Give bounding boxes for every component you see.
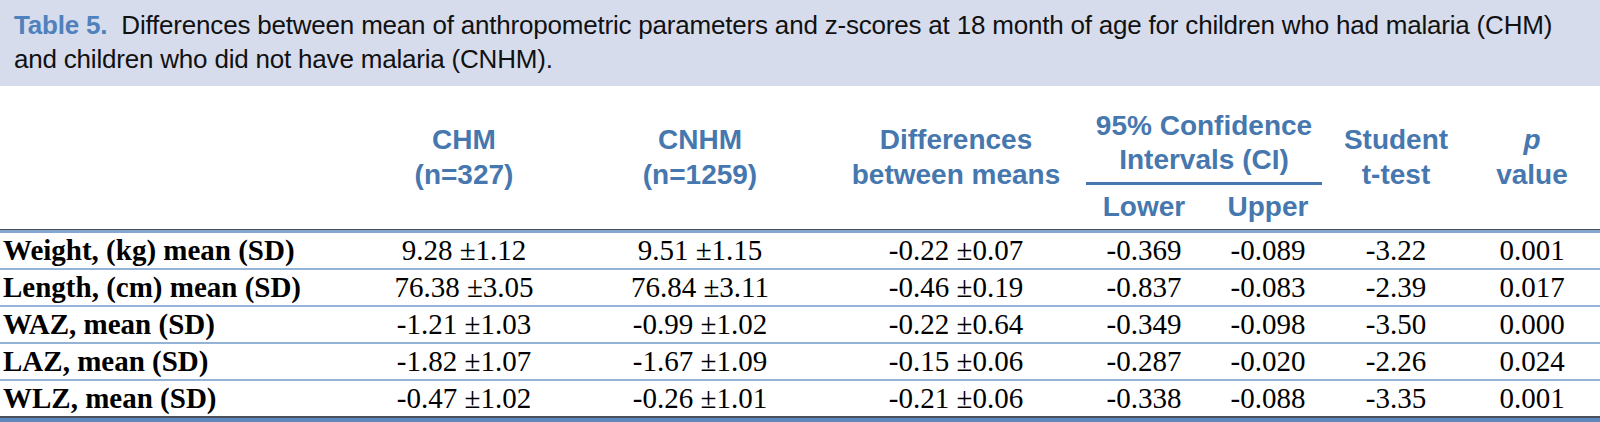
- ci-lower-value: -0.369: [1080, 230, 1208, 270]
- pvalue-value: 0.001: [1464, 230, 1600, 270]
- ci-lower-value: -0.837: [1080, 270, 1208, 307]
- chm-value: -0.47 ±1.02: [360, 381, 568, 418]
- ttest-value: -3.22: [1328, 230, 1464, 270]
- col-header-rowlabels: [0, 86, 360, 230]
- row-label: Length, (cm) mean (SD): [0, 270, 360, 307]
- table-row: LAZ, mean (SD)-1.82 ±1.07-1.67 ±1.09-0.1…: [0, 344, 1600, 381]
- table-row: Weight, (kg) mean (SD)9.28 ±1.129.51 ±1.…: [0, 230, 1600, 270]
- table-row: WLZ, mean (SD)-0.47 ±1.02-0.26 ±1.01-0.2…: [0, 381, 1600, 418]
- ttest-value: -2.39: [1328, 270, 1464, 307]
- chm-value: 9.28 ±1.12: [360, 230, 568, 270]
- diff-value: -0.22 ±0.07: [832, 230, 1080, 270]
- col-header-ci-lower: Lower: [1080, 185, 1208, 230]
- ci-group-underline: 95% Confidence Intervals (CI): [1086, 109, 1322, 185]
- col-header-ci-upper: Upper: [1208, 185, 1328, 230]
- table-row: WAZ, mean (SD)-1.21 ±1.03-0.99 ±1.02-0.2…: [0, 307, 1600, 344]
- pvalue-value: 0.001: [1464, 381, 1600, 418]
- ci-upper-value: -0.083: [1208, 270, 1328, 307]
- ci-lower-value: -0.338: [1080, 381, 1208, 418]
- row-label: WLZ, mean (SD): [0, 381, 360, 418]
- anthropometry-table: CHM (n=327) CNHM (n=1259) Differences be…: [0, 86, 1600, 422]
- cnhm-value: 76.84 ±3.11: [568, 270, 832, 307]
- header-row-main: CHM (n=327) CNHM (n=1259) Differences be…: [0, 86, 1600, 185]
- col-header-cnhm: CNHM (n=1259): [568, 86, 832, 230]
- col-header-differences: Differences between means: [832, 86, 1080, 230]
- cnhm-value: -0.99 ±1.02: [568, 307, 832, 344]
- ci-upper-value: -0.089: [1208, 230, 1328, 270]
- table-body: Weight, (kg) mean (SD)9.28 ±1.129.51 ±1.…: [0, 230, 1600, 418]
- diff-value: -0.46 ±0.19: [832, 270, 1080, 307]
- ttest-value: -2.26: [1328, 344, 1464, 381]
- row-label: LAZ, mean (SD): [0, 344, 360, 381]
- table-caption-text: Differences between mean of anthropometr…: [14, 10, 1552, 74]
- pvalue-value: 0.024: [1464, 344, 1600, 381]
- chm-value: -1.21 ±1.03: [360, 307, 568, 344]
- table-figure: Table 5.Differences between mean of anth…: [0, 0, 1600, 422]
- ci-upper-value: -0.098: [1208, 307, 1328, 344]
- table-row: Length, (cm) mean (SD)76.38 ±3.0576.84 ±…: [0, 270, 1600, 307]
- diff-value: -0.15 ±0.06: [832, 344, 1080, 381]
- cnhm-value: 9.51 ±1.15: [568, 230, 832, 270]
- chm-value: -1.82 ±1.07: [360, 344, 568, 381]
- table-caption-label: Table 5.: [14, 10, 121, 40]
- pvalue-value: 0.017: [1464, 270, 1600, 307]
- ci-upper-value: -0.020: [1208, 344, 1328, 381]
- chm-value: 76.38 ±3.05: [360, 270, 568, 307]
- ci-lower-value: -0.349: [1080, 307, 1208, 344]
- diff-value: -0.21 ±0.06: [832, 381, 1080, 418]
- ttest-value: -3.50: [1328, 307, 1464, 344]
- row-label: WAZ, mean (SD): [0, 307, 360, 344]
- pvalue-value: 0.000: [1464, 307, 1600, 344]
- col-header-ttest: Student t-test: [1328, 86, 1464, 230]
- col-header-chm: CHM (n=327): [360, 86, 568, 230]
- ci-upper-value: -0.088: [1208, 381, 1328, 418]
- diff-value: -0.22 ±0.64: [832, 307, 1080, 344]
- col-header-ci-group: 95% Confidence Intervals (CI): [1080, 86, 1328, 185]
- cnhm-value: -1.67 ±1.09: [568, 344, 832, 381]
- ci-lower-value: -0.287: [1080, 344, 1208, 381]
- ttest-value: -3.35: [1328, 381, 1464, 418]
- row-label: Weight, (kg) mean (SD): [0, 230, 360, 270]
- table-header: CHM (n=327) CNHM (n=1259) Differences be…: [0, 86, 1600, 230]
- cnhm-value: -0.26 ±1.01: [568, 381, 832, 418]
- col-header-pvalue: p value: [1464, 86, 1600, 230]
- table-caption: Table 5.Differences between mean of anth…: [0, 0, 1600, 86]
